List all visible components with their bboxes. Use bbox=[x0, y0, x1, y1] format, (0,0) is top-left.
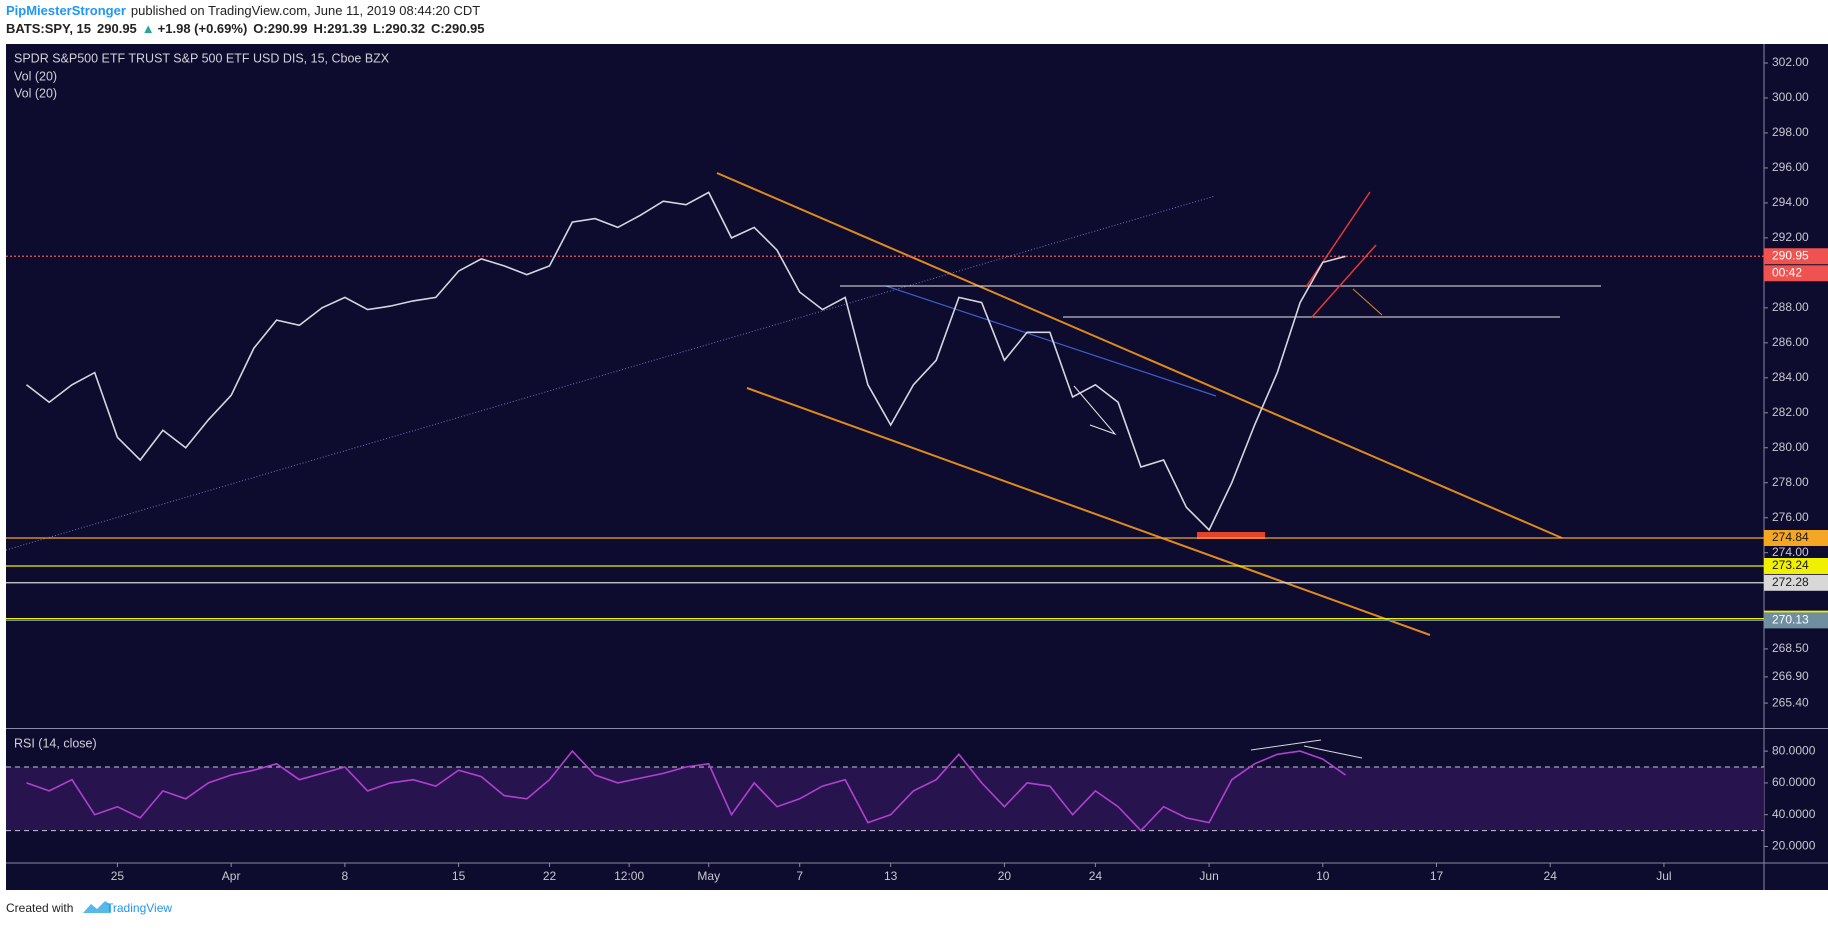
ohlc-value: 290.32 bbox=[385, 21, 425, 36]
y-tick-label: 286.00 bbox=[1772, 335, 1809, 349]
level-label: 273.24 bbox=[1772, 558, 1809, 572]
level-tag bbox=[1764, 612, 1828, 629]
y-tick-label: 20.0000 bbox=[1772, 839, 1816, 853]
countdown: 00:42 bbox=[1772, 265, 1802, 279]
y-tick-label: 292.00 bbox=[1772, 230, 1809, 244]
x-tick-label: 8 bbox=[342, 869, 349, 883]
y-tick-label: 266.90 bbox=[1772, 669, 1809, 683]
channel-line bbox=[716, 172, 1563, 539]
y-tick-label: 40.0000 bbox=[1772, 807, 1816, 821]
zone bbox=[1197, 532, 1265, 539]
channel-line bbox=[746, 387, 1431, 636]
y-tick-label: 276.00 bbox=[1772, 510, 1809, 524]
countdown-tag bbox=[1764, 265, 1828, 282]
y-tick-label: 268.50 bbox=[1772, 641, 1809, 655]
ohlc-label: C: bbox=[431, 21, 445, 36]
y-tick-label: 284.00 bbox=[1772, 370, 1809, 384]
published: published on TradingView.com, June 11, 2… bbox=[131, 3, 480, 18]
y-tick-label: 265.40 bbox=[1772, 695, 1809, 709]
x-tick-label: May bbox=[697, 869, 720, 883]
price-line bbox=[26, 191, 1346, 532]
ohlc-label: H: bbox=[314, 21, 328, 36]
y-tick-label: 294.00 bbox=[1772, 195, 1809, 209]
arrow: ▲ bbox=[142, 21, 155, 36]
author[interactable]: PipMiesterStronger bbox=[6, 3, 126, 18]
last: 290.95 bbox=[97, 21, 137, 36]
y-tick-label: 298.00 bbox=[1772, 125, 1809, 139]
chart-title: SPDR S&P500 ETF TRUST S&P 500 ETF USD DI… bbox=[14, 51, 390, 65]
y-tick-label: 280.00 bbox=[1772, 440, 1809, 454]
rsi-title: RSI (14, close) bbox=[14, 736, 97, 750]
footer-text: Created with bbox=[6, 901, 73, 915]
level-tag bbox=[1764, 530, 1828, 547]
x-tick-label: 7 bbox=[796, 869, 803, 883]
y-tick-label: 274.00 bbox=[1772, 545, 1809, 559]
y-tick-label: 80.0000 bbox=[1772, 743, 1816, 757]
rsi-band bbox=[6, 767, 1764, 831]
y-tick-label: 288.00 bbox=[1772, 300, 1809, 314]
logo bbox=[83, 901, 111, 913]
level-label: 270.13 bbox=[1772, 613, 1809, 627]
level-label: 274.84 bbox=[1772, 530, 1809, 544]
divergence-line bbox=[1303, 745, 1363, 759]
pattern-drawing bbox=[1073, 385, 1117, 436]
trend-line bbox=[885, 285, 1217, 397]
divergence-line bbox=[1250, 739, 1322, 751]
ohlc-value: 290.95 bbox=[445, 21, 485, 36]
drawings bbox=[5, 172, 1764, 832]
arrow bbox=[1352, 288, 1383, 316]
x-tick-label: 24 bbox=[1089, 869, 1103, 883]
footer-brand[interactable]: TradingView bbox=[106, 901, 172, 915]
x-tick-label: 25 bbox=[111, 869, 125, 883]
x-tick-label: 17 bbox=[1430, 869, 1444, 883]
quote-line: BATS:SPY, 15 290.95 ▲ +1.98 (+0.69%) O:290.9… bbox=[6, 21, 485, 36]
x-tick-label: 10 bbox=[1316, 869, 1330, 883]
level-label: 272.28 bbox=[1772, 575, 1809, 589]
ohlc-value: 290.99 bbox=[268, 21, 308, 36]
change: +1.98 (+0.69%) bbox=[158, 21, 248, 36]
chart-bg bbox=[6, 44, 1828, 890]
x-tick-label: 24 bbox=[1544, 869, 1558, 883]
x-tick-label: Apr bbox=[222, 869, 241, 883]
price-line bbox=[26, 749, 1346, 832]
ohlc-value: 291.39 bbox=[327, 21, 367, 36]
level-tag bbox=[1764, 248, 1828, 265]
level-label: 290.95 bbox=[1772, 248, 1809, 262]
x-tick-label: 12:00 bbox=[614, 869, 644, 883]
ohlc-label: L: bbox=[373, 21, 385, 36]
symbol: BATS:SPY, 15 bbox=[6, 21, 91, 36]
indicator-label: Vol (20) bbox=[14, 86, 57, 100]
y-tick-label: 296.00 bbox=[1772, 160, 1809, 174]
y-tick-label: 282.00 bbox=[1772, 405, 1809, 419]
channel-line bbox=[1311, 244, 1377, 318]
level-tag bbox=[1764, 574, 1828, 591]
indicator-label: Vol (20) bbox=[14, 69, 57, 83]
x-tick-label: Jun bbox=[1199, 869, 1218, 883]
x-tick-label: 15 bbox=[452, 869, 466, 883]
channel-line bbox=[1305, 191, 1371, 288]
x-tick-label: 13 bbox=[884, 869, 898, 883]
y-tick-label: 300.00 bbox=[1772, 90, 1809, 104]
ohlc-label: O: bbox=[253, 21, 267, 36]
x-tick-label: 22 bbox=[543, 869, 557, 883]
x-tick-label: Jul bbox=[1656, 869, 1671, 883]
y-tick-label: 60.0000 bbox=[1772, 775, 1816, 789]
y-tick-label: 302.00 bbox=[1772, 55, 1809, 69]
header-line: PipMiesterStronger published on TradingVi… bbox=[6, 3, 480, 18]
level-tag bbox=[1764, 557, 1828, 574]
x-tick-label: 20 bbox=[998, 869, 1012, 883]
y-tick-label: 278.00 bbox=[1772, 475, 1809, 489]
